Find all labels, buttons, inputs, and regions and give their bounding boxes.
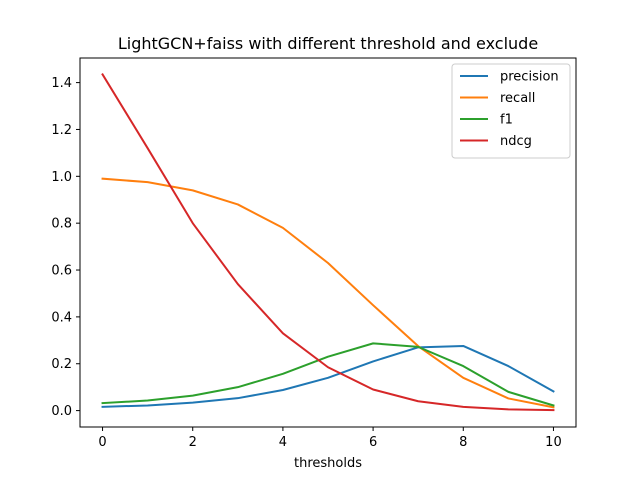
x-axis: 0 2 4 6 8 10 <box>98 427 562 450</box>
legend-label-recall: recall <box>500 91 535 106</box>
y-tick-label: 0.8 <box>51 217 72 232</box>
chart-title: LightGCN+faiss with different threshold … <box>118 34 538 53</box>
y-tick-label: 0.2 <box>51 357 72 372</box>
y-tick-label: 0.4 <box>51 310 72 325</box>
y-axis: 0.0 0.2 0.4 0.6 0.8 1.0 1.2 1.4 <box>51 76 80 419</box>
y-tick-label: 0.6 <box>51 264 72 279</box>
y-tick-label: 1.4 <box>51 76 72 91</box>
legend-label-ndcg: ndcg <box>500 134 532 149</box>
legend: precision recall f1 ndcg <box>451 63 571 159</box>
y-tick-label: 1.2 <box>51 123 72 138</box>
plot-area <box>79 57 577 428</box>
x-axis-label: thresholds <box>294 456 362 471</box>
y-tick-label: 0.0 <box>51 404 72 419</box>
legend-box <box>451 63 571 159</box>
y-tick-label: 1.0 <box>51 170 72 185</box>
series-line-precision <box>101 344 555 408</box>
series-line-recall <box>101 177 555 409</box>
x-tick-label: 2 <box>189 435 197 450</box>
x-tick-label: 10 <box>545 435 562 450</box>
legend-label-f1: f1 <box>500 113 513 128</box>
x-tick-label: 0 <box>98 435 106 450</box>
axes-frame <box>79 57 577 428</box>
x-tick-label: 6 <box>369 435 377 450</box>
series-line-ndcg <box>101 73 555 412</box>
series-line-f1 <box>101 342 555 407</box>
legend-label-precision: precision <box>500 70 559 85</box>
x-tick-label: 4 <box>279 435 287 450</box>
x-tick-label: 8 <box>459 435 467 450</box>
